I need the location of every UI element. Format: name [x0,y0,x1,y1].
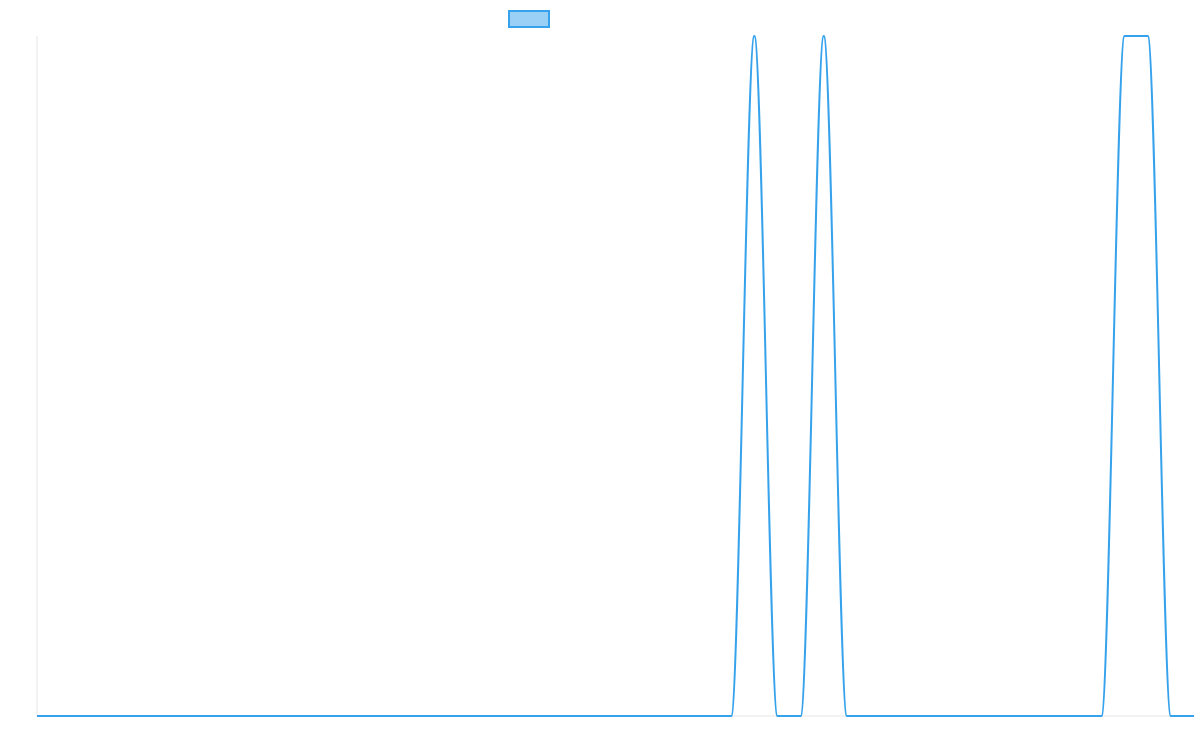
legend-swatch[interactable] [508,10,550,28]
series-layer [37,35,1194,718]
series-line [37,35,1194,718]
